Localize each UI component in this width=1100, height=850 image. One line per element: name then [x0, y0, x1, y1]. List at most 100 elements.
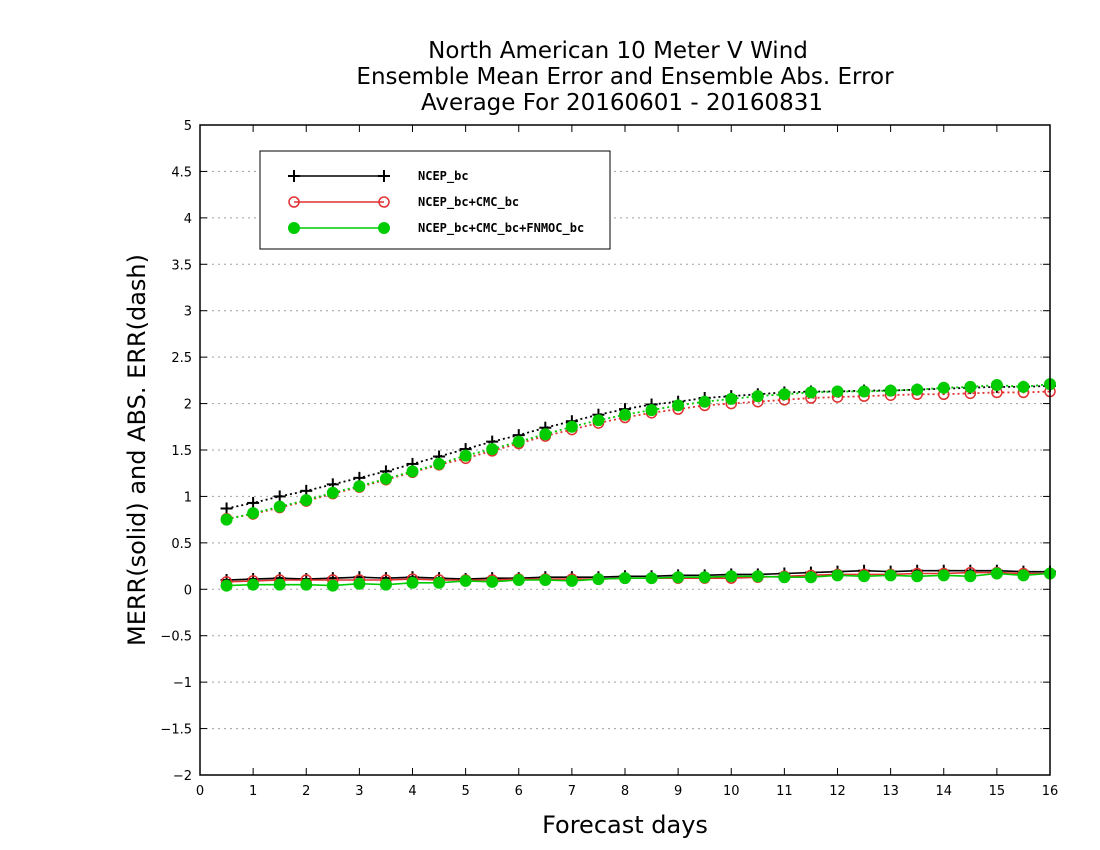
- abs-err-point: [220, 502, 233, 515]
- abs-err-line: [226, 385, 1051, 510]
- merr-point: [326, 579, 339, 592]
- merr-point: [1017, 569, 1030, 582]
- merr-point: [645, 572, 658, 585]
- x-tick-label: 3: [355, 784, 363, 799]
- abs-err-point: [831, 385, 844, 398]
- legend-item: NCEP_bc+CMC_bc: [288, 195, 519, 210]
- x-tick-label: 9: [674, 784, 682, 799]
- merr-point: [964, 570, 977, 583]
- y-tick-label: 1.5: [171, 444, 192, 459]
- abs-err-point: [964, 380, 977, 393]
- y-tick-label: 4.5: [171, 165, 192, 180]
- abs-err-point: [512, 435, 525, 448]
- x-tick-label: 16: [1042, 784, 1059, 799]
- title-line-3: Average For 20160601 - 20160831: [421, 90, 823, 116]
- abs-err-point: [539, 428, 552, 441]
- abs-err-point: [486, 443, 499, 456]
- x-tick-label: 5: [461, 784, 469, 799]
- y-tick-label: −1: [173, 676, 192, 691]
- title-line-2: Ensemble Mean Error and Ensemble Abs. Er…: [356, 64, 894, 90]
- abs-err-point: [300, 494, 313, 507]
- x-axis: 0 1 2 3 4 5 6 7 8 9 10 11 12 13 14 15 16: [196, 125, 1058, 799]
- abs-err-point: [220, 513, 233, 526]
- gridlines: [200, 170, 1050, 730]
- legend-marker: [378, 170, 390, 182]
- title-line-1: North American 10 Meter V Wind: [428, 38, 808, 64]
- merr-point: [778, 571, 791, 584]
- x-tick-label: 15: [989, 784, 1006, 799]
- merr-point: [831, 569, 844, 582]
- x-tick-label: 6: [515, 784, 523, 799]
- abs-err-point: [858, 385, 871, 398]
- merr-point: [698, 571, 711, 584]
- y-tick-label: 4: [184, 212, 192, 227]
- y-tick-label: 0.5: [171, 537, 192, 552]
- abs-err-point: [990, 379, 1003, 391]
- legend-label: NCEP_bc+CMC_bc: [418, 195, 519, 210]
- x-tick-label: 0: [196, 784, 204, 799]
- x-axis-label: Forecast days: [542, 811, 708, 839]
- legend-item: NCEP_bc: [288, 169, 469, 184]
- abs-err-line: [226, 390, 1051, 520]
- merr-point: [247, 578, 260, 591]
- abs-err-point: [698, 395, 711, 408]
- x-tick-label: 8: [621, 784, 629, 799]
- abs-err-point: [592, 414, 605, 427]
- merr-point: [858, 570, 871, 583]
- x-tick-label: 13: [882, 784, 899, 799]
- legend-marker: [288, 196, 300, 208]
- abs-err-point: [778, 388, 791, 401]
- x-tick-label: 7: [568, 784, 576, 799]
- merr-point: [565, 574, 578, 587]
- abs-err-point: [672, 399, 685, 412]
- abs-err-point: [459, 449, 472, 462]
- merr-point: [406, 576, 419, 589]
- abs-err-point: [379, 472, 392, 485]
- y-tick-label: −1.5: [160, 723, 192, 738]
- abs-err-point: [406, 465, 419, 478]
- merr-point: [486, 575, 499, 588]
- abs-err-point: [911, 383, 924, 396]
- y-axis-label: MERR(solid) and ABS. ERR(dash): [123, 254, 151, 646]
- chart-title: North American 10 Meter V Wind Ensemble …: [356, 38, 894, 116]
- legend-marker: [378, 196, 390, 208]
- abs-err-point: [247, 496, 260, 509]
- abs-err-point: [273, 490, 286, 503]
- merr-point: [751, 570, 764, 583]
- legend: NCEP_bc NCEP_bc+CMC_bc NCEP_bc+CMC_bc+FNMO…: [259, 150, 611, 250]
- series-layer: [220, 378, 1056, 592]
- merr-point: [353, 577, 366, 590]
- abs-err-point: [433, 457, 446, 470]
- abs-err-point: [1017, 380, 1030, 393]
- merr-point: [725, 570, 738, 583]
- merr-point: [379, 578, 392, 591]
- abs-err-point: [326, 486, 339, 499]
- x-tick-label: 11: [776, 784, 793, 799]
- abs-err-point: [751, 390, 764, 403]
- abs-err-point: [273, 500, 286, 513]
- merr-point: [592, 573, 605, 586]
- merr-point: [459, 574, 472, 587]
- x-tick-label: 12: [829, 784, 846, 799]
- merr-point: [672, 571, 685, 584]
- y-tick-label: −2: [173, 769, 192, 784]
- y-tick-label: −0.5: [160, 630, 192, 645]
- merr-point: [433, 576, 446, 589]
- legend-marker: [288, 222, 300, 234]
- series-0: [220, 379, 1056, 586]
- series-2: [220, 378, 1056, 592]
- merr-point: [884, 569, 897, 582]
- abs-err-point: [565, 420, 578, 433]
- y-tick-label: 3: [184, 305, 192, 320]
- merr-point: [619, 572, 631, 585]
- merr-point: [937, 569, 950, 582]
- y-tick-label: 1: [184, 490, 192, 505]
- merr-point: [273, 578, 286, 591]
- y-tick-label: 2.5: [171, 351, 192, 366]
- y-axis: −2 −1.5 −1 −0.5 0 0.5 1 1.5 2 2.5 3 3.5 4 4.5 5: [160, 119, 1050, 784]
- abs-err-point: [247, 507, 260, 520]
- legend-label: NCEP_bc+CMC_bc+FNMOC_bc: [418, 221, 584, 236]
- abs-err-point: [804, 386, 817, 399]
- merr-point: [300, 578, 313, 591]
